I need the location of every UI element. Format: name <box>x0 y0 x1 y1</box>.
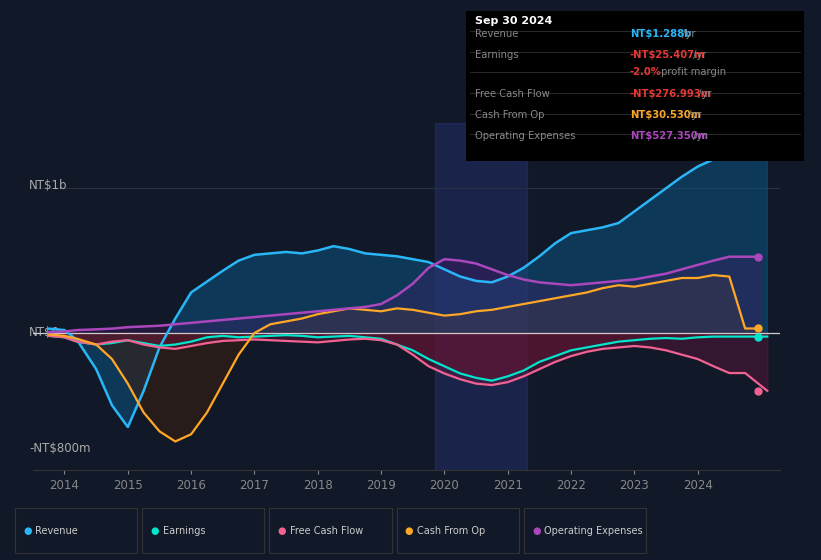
Text: -NT$276.993m: -NT$276.993m <box>630 89 712 99</box>
Text: /yr: /yr <box>695 89 712 99</box>
Text: Revenue: Revenue <box>475 29 519 39</box>
Text: /yr: /yr <box>680 29 696 39</box>
Text: NT$527.350m: NT$527.350m <box>630 130 708 141</box>
Text: ●: ● <box>23 526 31 535</box>
Text: Earnings: Earnings <box>475 50 519 60</box>
Text: Operating Expenses: Operating Expenses <box>544 526 643 535</box>
Text: Sep 30 2024: Sep 30 2024 <box>475 16 553 26</box>
Text: Free Cash Flow: Free Cash Flow <box>475 89 550 99</box>
Text: /yr: /yr <box>685 110 701 120</box>
Text: NT$1.288b: NT$1.288b <box>630 29 691 39</box>
Text: NT$0: NT$0 <box>29 326 60 339</box>
Text: ●: ● <box>532 526 540 535</box>
Text: Operating Expenses: Operating Expenses <box>475 130 576 141</box>
Text: Free Cash Flow: Free Cash Flow <box>290 526 363 535</box>
Text: profit margin: profit margin <box>658 67 726 77</box>
Text: ●: ● <box>277 526 286 535</box>
Text: /yr: /yr <box>690 50 707 60</box>
Text: -2.0%: -2.0% <box>630 67 662 77</box>
Text: Cash From Op: Cash From Op <box>475 110 545 120</box>
Text: Revenue: Revenue <box>35 526 78 535</box>
Text: NT$30.530m: NT$30.530m <box>630 110 701 120</box>
Text: /yr: /yr <box>690 130 707 141</box>
Bar <box>435 123 527 470</box>
Text: ●: ● <box>405 526 413 535</box>
Text: Cash From Op: Cash From Op <box>417 526 485 535</box>
Text: ●: ● <box>150 526 158 535</box>
Text: -NT$800m: -NT$800m <box>29 442 90 455</box>
Text: NT$1b: NT$1b <box>29 179 67 192</box>
Text: -NT$25.407m: -NT$25.407m <box>630 50 705 60</box>
Text: Earnings: Earnings <box>163 526 205 535</box>
